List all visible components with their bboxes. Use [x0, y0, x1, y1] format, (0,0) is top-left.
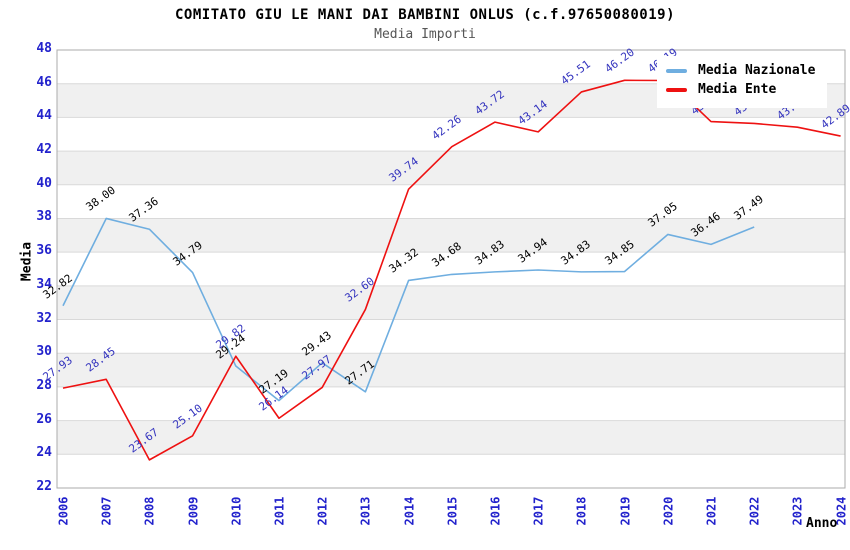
legend-label-media-nazionale: Media Nazionale	[698, 63, 816, 78]
x-tick-label: 2023	[790, 496, 805, 526]
y-tick-label: 38	[36, 209, 52, 225]
y-tick-label: 42	[36, 142, 52, 158]
legend-item-media-ente: Media Ente	[666, 80, 815, 99]
y-tick-label: 46	[36, 74, 52, 90]
x-tick-label: 2008	[142, 496, 157, 526]
y-tick-label: 32	[36, 310, 52, 326]
y-tick-label: 28	[36, 377, 52, 393]
legend-blue-line-swatch	[666, 68, 687, 73]
y-axis-title: Media	[19, 241, 35, 282]
x-tick-label: 2018	[574, 496, 589, 526]
x-tick-label: 2020	[661, 496, 676, 526]
x-tick-label: 2016	[488, 496, 503, 526]
y-tick-label: 22	[36, 479, 52, 494]
chart-title: COMITATO GIU LE MANI DAI BAMBINI ONLUS (…	[174, 7, 675, 23]
y-tick-label: 26	[36, 411, 52, 427]
x-tick-label: 2019	[618, 496, 632, 526]
legend: Media Nazionale Media Ente	[657, 56, 828, 108]
legend-label-media-ente: Media Ente	[698, 82, 777, 97]
chart-subtitle: Media Importi	[374, 27, 476, 42]
y-tick-label: 44	[36, 108, 52, 124]
x-tick-label: 2014	[402, 496, 416, 526]
x-tick-label: 2022	[747, 496, 762, 526]
x-tick-label: 2010	[229, 496, 244, 526]
legend-item-media-nazionale: Media Nazionale	[666, 61, 815, 80]
y-tick-label: 40	[36, 175, 52, 191]
x-tick-label: 2006	[56, 496, 71, 526]
y-tick-label: 48	[36, 41, 52, 56]
x-axis-title: Anno	[806, 516, 838, 531]
x-tick-label: 2007	[99, 496, 114, 526]
y-tick-label: 24	[36, 445, 52, 461]
x-tick-label: 2021	[704, 496, 719, 526]
y-tick-label: 30	[36, 344, 52, 360]
x-tick-label: 2012	[315, 496, 330, 526]
x-tick-label: 2017	[531, 496, 546, 526]
legend-red-line-swatch	[666, 87, 687, 92]
x-tick-label: 2009	[186, 496, 200, 526]
y-tick-label: 34	[36, 276, 52, 292]
x-tick-label: 2011	[272, 496, 287, 526]
y-tick-label: 36	[36, 243, 52, 259]
x-tick-label: 2013	[358, 496, 373, 526]
x-tick-label: 2015	[445, 496, 460, 526]
